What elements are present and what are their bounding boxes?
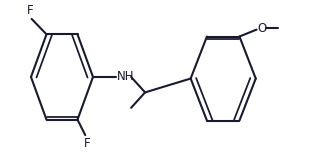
Text: O: O: [257, 22, 266, 35]
Text: NH: NH: [117, 70, 135, 83]
Text: F: F: [27, 4, 33, 17]
Text: F: F: [83, 137, 90, 150]
